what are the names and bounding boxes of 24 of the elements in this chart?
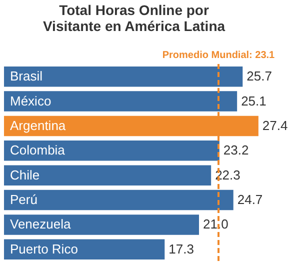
data-label: 25.1	[241, 93, 266, 108]
y-tick-label: Brasil	[10, 68, 43, 84]
bar	[4, 214, 199, 235]
y-tick-label: Argentina	[10, 118, 66, 133]
bar	[4, 165, 212, 186]
y-tick-label: Puerto Rico	[10, 241, 78, 256]
bar	[4, 239, 165, 260]
chart-title: Total Horas Online por Visitante en América Latina	[42, 2, 226, 34]
data-label: 23.2	[223, 142, 249, 158]
y-tick-label: Venezuela	[10, 216, 72, 232]
data-label: 21.0	[203, 216, 228, 232]
data-label: 17.3	[168, 241, 194, 256]
y-tick-label: México	[10, 93, 52, 108]
data-label: 27.4	[262, 118, 288, 133]
y-tick-label: Chile	[10, 167, 40, 182]
bar	[4, 91, 238, 112]
ref-line-label: Promedio Mundial: 23.1	[162, 50, 276, 61]
y-tick-label: Colombia	[10, 142, 66, 158]
bar	[4, 140, 220, 161]
data-label: 24.7	[237, 192, 263, 208]
bar	[4, 190, 234, 210]
data-label: 25.7	[246, 68, 272, 84]
bar	[4, 66, 243, 87]
y-tick-label: Perú	[10, 192, 38, 208]
